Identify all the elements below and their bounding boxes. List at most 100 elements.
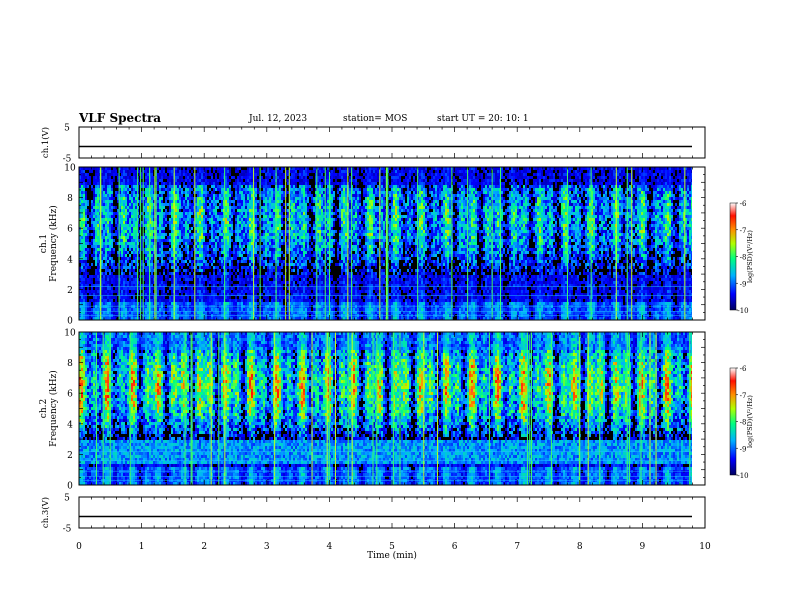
spectrogram-cell — [157, 230, 159, 233]
spectrogram-cell — [121, 224, 123, 227]
spectrogram-cell — [103, 233, 105, 236]
spectrogram-cell — [169, 206, 171, 209]
spectrogram-cell — [203, 287, 205, 290]
spectrogram-cell — [143, 302, 145, 305]
spectrogram-cell — [171, 176, 173, 179]
spectrogram-cell — [237, 203, 239, 206]
spectrogram-cell — [181, 284, 183, 287]
spectrogram-cell — [293, 275, 295, 278]
spectrogram-cell — [83, 242, 85, 245]
spectrogram-cell — [97, 200, 99, 203]
spectrogram-cell — [79, 302, 81, 305]
spectrogram-cell — [277, 209, 279, 212]
spectrogram-cell — [97, 251, 99, 254]
spectrogram-cell — [97, 194, 99, 197]
spectrogram-cell — [289, 311, 291, 314]
spectrogram-cell — [261, 191, 263, 194]
spectrogram-cell — [79, 293, 81, 296]
spectrogram-cell — [217, 245, 219, 248]
spectrogram-cell — [287, 311, 289, 314]
spectrogram-cell — [101, 281, 103, 284]
spectrogram-cell — [101, 275, 103, 278]
spectrogram-cell — [231, 293, 233, 296]
spectrogram-cell — [119, 236, 121, 239]
spectrogram-cell — [277, 257, 279, 260]
spectrogram-cell — [167, 191, 169, 194]
spectrogram-cell — [117, 287, 119, 290]
spectrogram-cell — [95, 284, 97, 287]
spectrogram-cell — [297, 200, 299, 203]
spectrogram-cell — [247, 227, 249, 230]
spectrogram-cell — [209, 188, 211, 191]
spectrogram-cell — [243, 308, 245, 311]
spectrogram-cell — [199, 233, 201, 236]
spectrogram-cell — [83, 203, 85, 206]
spectrogram-cell — [121, 275, 123, 278]
spectrogram-cell — [161, 170, 163, 173]
spectrogram-cell — [161, 242, 163, 245]
spectrogram-cell — [141, 191, 143, 194]
spectrogram-cell — [151, 233, 153, 236]
spectrogram-cell — [251, 182, 253, 185]
spectrogram-cell — [203, 308, 205, 311]
spectrogram-cell — [135, 212, 137, 215]
spectrogram-cell — [255, 248, 257, 251]
spectrogram-cell — [131, 194, 133, 197]
spectrogram-cell — [281, 224, 283, 227]
spectrogram-cell — [243, 227, 245, 230]
spectrogram-cell — [203, 224, 205, 227]
spectrogram-cell — [125, 293, 127, 296]
spectrogram-cell — [225, 188, 227, 191]
spectrogram-cell — [143, 251, 145, 254]
spectrogram-cell — [79, 218, 81, 221]
spectrogram-cell — [201, 194, 203, 197]
spectrogram-cell — [159, 302, 161, 305]
spectrogram-cell — [167, 269, 169, 272]
spectrogram-cell — [181, 311, 183, 314]
spectrogram-cell — [123, 194, 125, 197]
spectrogram-cell — [297, 224, 299, 227]
spectrogram-cell — [239, 224, 241, 227]
spectrogram-cell — [95, 275, 97, 278]
spectrogram-cell — [247, 248, 249, 251]
spectrogram-cell — [101, 215, 103, 218]
spectrogram-cell — [281, 233, 283, 236]
spectrogram-cell — [101, 251, 103, 254]
spectrogram-cell — [93, 203, 95, 206]
spectrogram-cell — [161, 173, 163, 176]
spectrogram-cell — [227, 215, 229, 218]
spectrogram-cell — [289, 278, 291, 281]
spectrogram-cell — [279, 236, 281, 239]
spectrogram-cell — [287, 227, 289, 230]
spectrogram-cell — [145, 278, 147, 281]
spectrogram-cell — [267, 245, 269, 248]
spectrogram-cell — [101, 317, 103, 320]
spectrogram-cell — [227, 233, 229, 236]
spectrogram-cell — [97, 185, 99, 188]
spectrogram-cell — [119, 167, 121, 170]
spectrogram-cell — [109, 278, 111, 281]
spectrogram-cell — [107, 194, 109, 197]
spectrogram-cell — [113, 215, 115, 218]
spectrogram-cell — [193, 200, 195, 203]
spectrogram-cell — [231, 308, 233, 311]
spectrogram-cell — [203, 302, 205, 305]
spectrogram-cell — [243, 212, 245, 215]
spectrogram-cell — [167, 275, 169, 278]
spectrogram-cell — [127, 203, 129, 206]
spectrogram-cell — [127, 185, 129, 188]
spectrogram-cell — [183, 215, 185, 218]
spectrogram-cell — [93, 254, 95, 257]
spectrogram-cell — [107, 293, 109, 296]
spectrogram-cell — [217, 260, 219, 263]
spectrogram-cell — [79, 197, 81, 200]
spectrogram-cell — [91, 233, 93, 236]
spectrogram-cell — [197, 224, 199, 227]
spectrogram-cell — [277, 191, 279, 194]
spectrogram-cell — [237, 176, 239, 179]
spectrogram-cell — [299, 209, 301, 212]
spectrogram-cell — [129, 308, 131, 311]
spectrogram-cell — [243, 224, 245, 227]
spectrogram-cell — [103, 215, 105, 218]
spectrogram-cell — [135, 191, 137, 194]
